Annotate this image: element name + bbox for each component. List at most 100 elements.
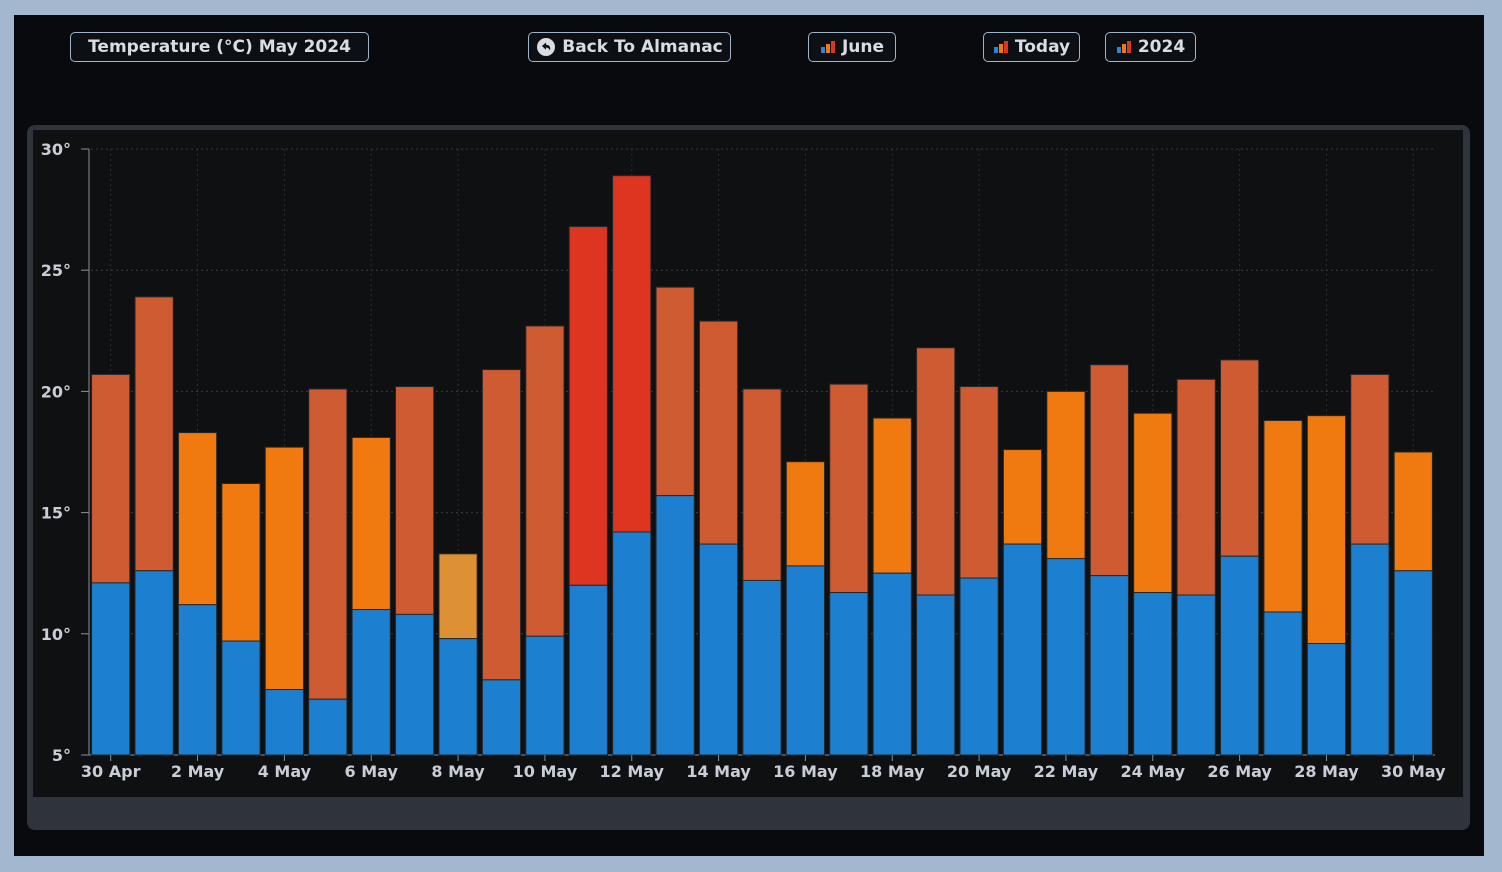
bar-low-18	[829, 592, 869, 756]
x-tick-label: 4 May	[258, 762, 312, 781]
bar-high-31	[1393, 451, 1433, 572]
y-tick-label: 5°	[52, 746, 71, 765]
chart-panel: 5° 10° 15° 20° 25° 30° 30 Apr 2 May 4 May 6 May 8 …	[27, 125, 1470, 830]
bar-high-8	[395, 386, 435, 615]
circle-arrow-back-icon	[536, 37, 556, 57]
bar-low-5	[264, 689, 304, 756]
x-tick-label: 20 May	[947, 762, 1012, 781]
bar-low-29	[1306, 642, 1347, 756]
year-2024-button[interactable]: 2024	[1105, 32, 1196, 62]
bar-high-28	[1263, 419, 1303, 613]
june-button[interactable]: June	[808, 32, 896, 62]
bar-high-10	[481, 369, 522, 681]
bar-high-7	[351, 436, 391, 611]
bar-chart-icon	[1116, 40, 1132, 54]
back-to-almanac-button[interactable]: Back To Almanac	[528, 32, 731, 62]
bar-high-13	[612, 175, 652, 533]
bar-chart-icon	[993, 40, 1009, 54]
back-to-almanac-label: Back To Almanac	[562, 37, 723, 57]
bar-low-12	[568, 584, 608, 756]
y-tick-label: 25°	[41, 261, 71, 280]
today-label: Today	[1014, 37, 1071, 57]
bar-high-26	[1176, 378, 1216, 596]
bar-low-13	[612, 531, 652, 756]
x-tick-label: 6 May	[345, 762, 399, 781]
bar-low-27	[1220, 555, 1260, 756]
bar-low-9	[438, 638, 478, 756]
title-label: Temperature (°C) May 2024	[88, 37, 351, 57]
bar-low-2	[134, 570, 174, 756]
bar-low-30	[1350, 543, 1390, 756]
bar-high-2	[134, 296, 174, 572]
bar-low-8	[395, 613, 435, 756]
bar-high-16	[742, 388, 782, 581]
bar-low-26	[1176, 594, 1216, 756]
today-button[interactable]: Today	[983, 32, 1080, 62]
bar-chart-icon	[820, 40, 836, 54]
bar-low-22	[1002, 543, 1043, 756]
x-tick-label: 16 May	[773, 762, 838, 781]
bar-high-30	[1350, 373, 1390, 545]
bar-low-16	[742, 579, 782, 756]
temperature-bar-chart: 5° 10° 15° 20° 25° 30° 30 Apr 2 May 4 May 6 May 8 …	[33, 130, 1463, 797]
bar-high-18	[829, 383, 869, 594]
bar-low-10	[481, 679, 522, 756]
bar-high-19	[872, 417, 912, 574]
x-tick-label: 10 May	[513, 762, 578, 781]
bar-low-7	[351, 609, 391, 756]
bar-high-12	[568, 226, 608, 586]
x-tick-label: 30 Apr	[81, 762, 141, 781]
bar-high-4	[221, 483, 261, 642]
bar-low-6	[308, 698, 348, 756]
year-2024-label: 2024	[1137, 37, 1186, 57]
bar-high-15	[698, 320, 739, 545]
bar-high-23	[1046, 390, 1086, 560]
bar-low-19	[872, 572, 912, 756]
bar-high-25	[1133, 412, 1173, 594]
title-button[interactable]: Temperature (°C) May 2024	[70, 32, 369, 62]
bar-low-20	[916, 594, 956, 756]
x-tick-label: 12 May	[599, 762, 664, 781]
bar-high-5	[264, 446, 304, 691]
bar-low-1	[91, 582, 131, 756]
bar-high-14	[655, 286, 695, 497]
bar-low-14	[655, 495, 695, 756]
y-tick-label: 15°	[41, 504, 71, 523]
bar-high-21	[959, 386, 999, 579]
bar-high-29	[1306, 415, 1347, 644]
x-tick-label: 28 May	[1294, 762, 1359, 781]
x-tick-label: 18 May	[860, 762, 925, 781]
bar-low-15	[698, 543, 739, 756]
bar-high-27	[1220, 359, 1260, 557]
bar-low-11	[525, 635, 565, 756]
x-tick-label: 8 May	[431, 762, 485, 781]
bar-high-17	[785, 461, 826, 567]
bar-low-28	[1263, 611, 1303, 756]
y-tick-label: 20°	[41, 382, 71, 401]
bar-high-9	[438, 553, 478, 640]
bar-high-22	[1002, 449, 1043, 545]
app-frame: Temperature (°C) May 2024 Back To Almana…	[14, 15, 1484, 856]
bar-low-21	[959, 577, 999, 756]
bar-high-20	[916, 347, 956, 596]
bar-high-1	[91, 373, 131, 584]
x-tick-label: 26 May	[1207, 762, 1272, 781]
x-tick-label: 2 May	[171, 762, 225, 781]
bar-low-3	[177, 604, 218, 756]
bar-high-11	[525, 325, 565, 637]
y-tick-label: 10°	[41, 625, 71, 644]
x-tick-label: 24 May	[1121, 762, 1186, 781]
bar-low-24	[1089, 575, 1129, 756]
x-tick-label: 30 May	[1381, 762, 1446, 781]
june-label: June	[841, 37, 885, 57]
bar-low-23	[1046, 558, 1086, 756]
bar-low-31	[1393, 570, 1433, 756]
bar-low-17	[785, 565, 826, 756]
bar-high-6	[308, 388, 348, 700]
bar-low-4	[221, 640, 261, 756]
bar-low-25	[1133, 592, 1173, 756]
y-tick-label: 30°	[41, 140, 71, 159]
x-tick-label: 22 May	[1034, 762, 1099, 781]
bar-high-24	[1089, 364, 1129, 577]
bar-high-3	[177, 432, 218, 606]
